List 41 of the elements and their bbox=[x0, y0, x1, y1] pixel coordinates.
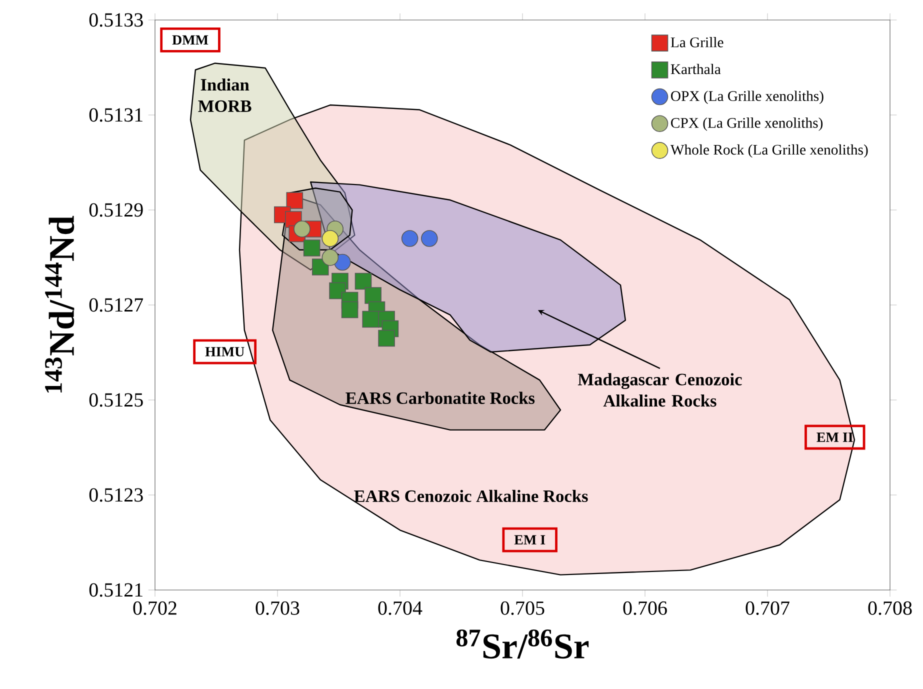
point bbox=[294, 220, 310, 238]
point bbox=[362, 310, 380, 328]
legend-label: OPX (La Grille xenoliths) bbox=[671, 90, 824, 104]
annotation: HIMU bbox=[205, 347, 244, 356]
x-tick-label: 0.707 bbox=[746, 601, 790, 615]
annotation: Madagascar Cenozoic Alkaline Rocks bbox=[578, 373, 742, 407]
annotation: DMM bbox=[172, 35, 208, 45]
y-tick-label: 0.5133 bbox=[89, 13, 143, 27]
x-axis-title: $^{87}$Sr/$^{86}$Sr bbox=[456, 629, 589, 659]
y-tick-label: 0.5127 bbox=[89, 298, 144, 312]
x-tick-label: 0.702 bbox=[133, 601, 176, 615]
point bbox=[364, 287, 382, 304]
point bbox=[303, 240, 320, 256]
y-tick-label: 0.5125 bbox=[89, 393, 143, 407]
point bbox=[322, 249, 339, 266]
legend-label: Whole Rock (La Grille xenoliths) bbox=[670, 144, 868, 158]
point bbox=[378, 330, 395, 347]
y-tick-label: 0.5121 bbox=[89, 583, 142, 597]
x-tick-label: 0.708 bbox=[868, 601, 912, 615]
annotation: Indian MORB bbox=[198, 78, 252, 112]
point bbox=[354, 272, 372, 290]
point bbox=[286, 192, 304, 209]
annotation: EM II bbox=[816, 432, 853, 442]
annotation: EARS Carbonatite Rocks bbox=[346, 392, 535, 404]
point bbox=[341, 301, 358, 318]
point bbox=[322, 230, 339, 247]
point bbox=[401, 230, 418, 247]
legend-label: Karthala bbox=[670, 64, 721, 74]
annotation: EM I bbox=[514, 535, 546, 544]
y-tick-label: 0.5123 bbox=[89, 488, 143, 502]
annotation: EARS Cenozoic Alkaline Rocks bbox=[354, 490, 588, 502]
point bbox=[421, 230, 438, 247]
y-tick-label: 0.5131 bbox=[89, 108, 142, 122]
legend-label: La Grille bbox=[670, 37, 724, 48]
x-tick-label: 0.703 bbox=[256, 601, 300, 615]
x-tick-label: 0.706 bbox=[623, 601, 667, 615]
legend-label: CPX (La Grille xenoliths) bbox=[671, 118, 823, 131]
x-tick-label: 0.704 bbox=[378, 601, 422, 615]
x-tick-label: 0.705 bbox=[500, 601, 544, 615]
y-tick-label: 0.5129 bbox=[89, 203, 143, 217]
y-axis-title: $^{143}$Nd/$^{144}$Nd bbox=[45, 216, 74, 392]
